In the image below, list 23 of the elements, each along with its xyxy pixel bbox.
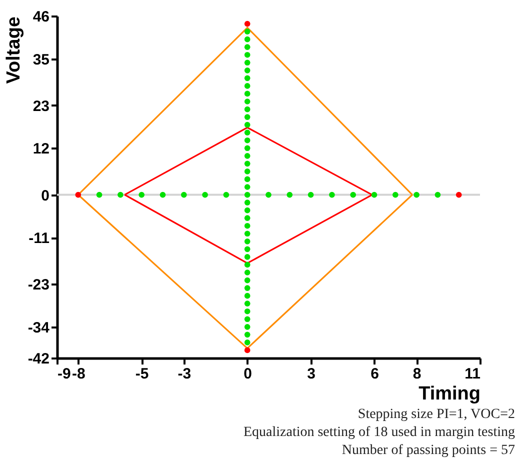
x-tick-label: 11 <box>464 366 480 382</box>
y-tick-label: -11 <box>28 230 50 248</box>
y-tick-label: -42 <box>28 350 50 368</box>
y-tick-label: -34 <box>28 319 50 336</box>
y-axis-title: Voltage <box>4 16 24 84</box>
x-tick-label: -5 <box>135 366 149 382</box>
x-tick-label: 8 <box>412 366 422 382</box>
x-tick-label: -9 <box>58 366 71 382</box>
x-tick-label: 6 <box>370 366 379 382</box>
x-tick-label: -8 <box>72 366 86 382</box>
x-tick-label: -3 <box>178 366 192 382</box>
y-tick-label: 0 <box>41 187 50 204</box>
x-tick-label: 3 <box>307 366 316 382</box>
x-axis-title: Timing <box>418 384 480 404</box>
y-tick-label: 23 <box>32 98 50 115</box>
y-tick-label: 35 <box>32 51 50 68</box>
y-tick-label: 46 <box>32 8 50 26</box>
y-tick-label: 12 <box>32 140 50 158</box>
x-tick-label: 0 <box>244 366 252 382</box>
text: Equalization setting of 18 used in margin testing <box>243 424 515 442</box>
y-tick-label: -23 <box>28 276 50 294</box>
text: Number of passing points = 57 <box>340 442 515 460</box>
text: Stepping size PI=1, VOC=2 <box>356 406 515 424</box>
